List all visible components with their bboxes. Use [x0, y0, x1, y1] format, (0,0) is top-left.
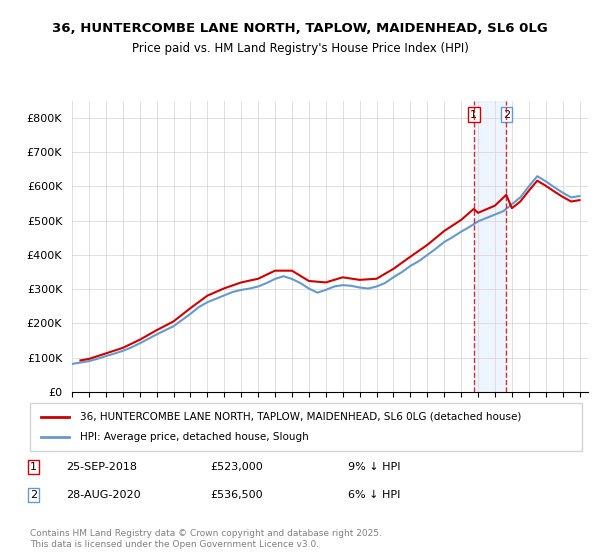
Text: 9% ↓ HPI: 9% ↓ HPI — [348, 462, 401, 472]
Bar — [474, 101, 506, 392]
Text: Price paid vs. HM Land Registry's House Price Index (HPI): Price paid vs. HM Land Registry's House … — [131, 42, 469, 55]
Text: 25-SEP-2018: 25-SEP-2018 — [66, 462, 137, 472]
Text: 1: 1 — [30, 462, 37, 472]
Text: 2: 2 — [503, 110, 510, 119]
Text: £523,000: £523,000 — [210, 462, 263, 472]
Text: 6% ↓ HPI: 6% ↓ HPI — [348, 490, 400, 500]
Text: 36, HUNTERCOMBE LANE NORTH, TAPLOW, MAIDENHEAD, SL6 0LG: 36, HUNTERCOMBE LANE NORTH, TAPLOW, MAID… — [52, 22, 548, 35]
Text: 2: 2 — [30, 490, 37, 500]
Text: 28-AUG-2020: 28-AUG-2020 — [66, 490, 140, 500]
FancyBboxPatch shape — [30, 403, 582, 451]
Text: 36, HUNTERCOMBE LANE NORTH, TAPLOW, MAIDENHEAD, SL6 0LG (detached house): 36, HUNTERCOMBE LANE NORTH, TAPLOW, MAID… — [80, 412, 521, 422]
Text: Contains HM Land Registry data © Crown copyright and database right 2025.
This d: Contains HM Land Registry data © Crown c… — [30, 529, 382, 549]
Text: HPI: Average price, detached house, Slough: HPI: Average price, detached house, Slou… — [80, 432, 308, 442]
Text: £536,500: £536,500 — [210, 490, 263, 500]
Text: 1: 1 — [470, 110, 478, 119]
